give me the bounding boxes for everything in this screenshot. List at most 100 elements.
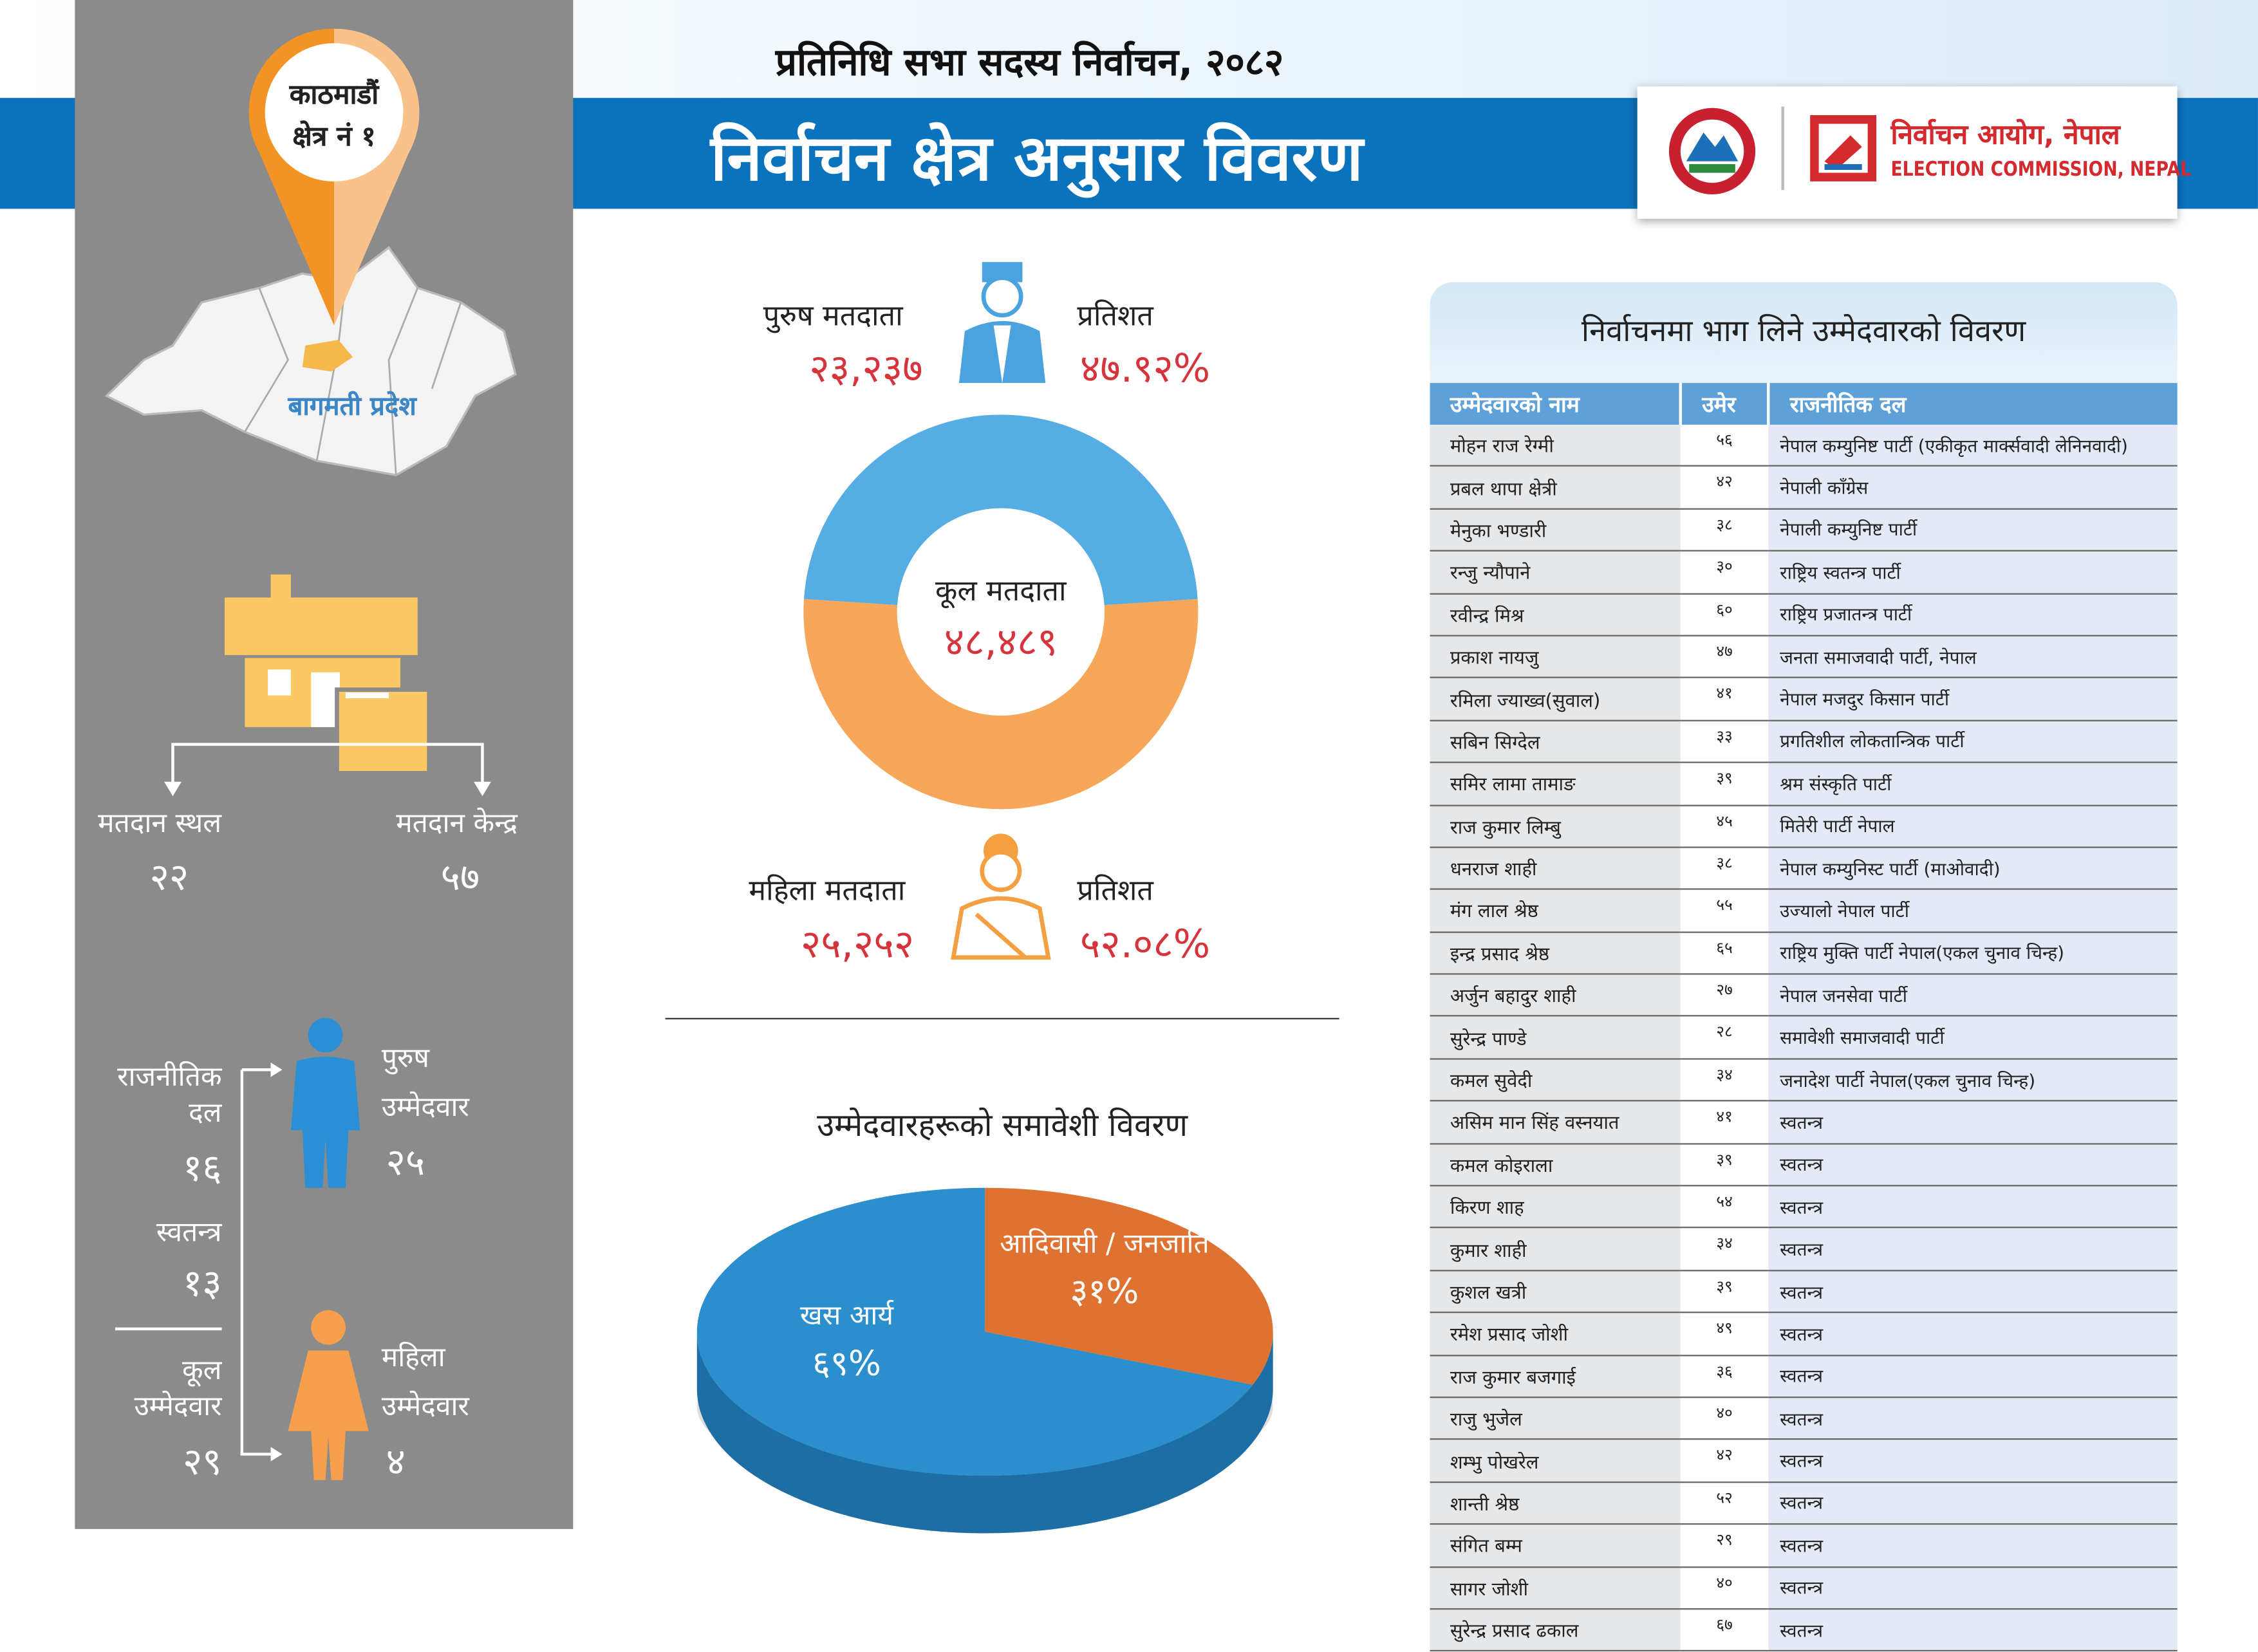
candidate-party: श्रम संस्कृति पार्टी	[1768, 762, 2178, 806]
female-candidate-label: महिला उम्मेदवार	[382, 1333, 469, 1432]
polling-place-label: मतदान स्थल	[98, 808, 222, 840]
candidate-party: जनादेश पार्टी नेपाल(एकल चुनाव चिन्ह)	[1768, 1059, 2178, 1102]
candidate-party: स्वतन्त्र	[1768, 1608, 2178, 1652]
table-row: संगित बम्म २९ स्वतन्त्र	[1430, 1524, 2178, 1568]
candidate-age: ४२	[1680, 1439, 1769, 1483]
candidate-age: ४०	[1680, 1397, 1769, 1441]
province-map	[104, 246, 517, 477]
candidate-name: मंग लाल श्रेष्ठ	[1430, 889, 1681, 933]
table-row: शान्ती श्रेष्ठ ५२ स्वतन्त्र	[1430, 1481, 2178, 1525]
page-title: निर्वाचन क्षेत्र अनुसार विवरण	[710, 122, 1363, 196]
candidate-name: रमिला ज्याख्व(सुवाल)	[1430, 678, 1681, 721]
candidate-age: ५५	[1680, 889, 1769, 933]
table-row: सागर जोशी ४० स्वतन्त्र	[1430, 1566, 2178, 1610]
candidate-name: शान्ती श्रेष्ठ	[1430, 1481, 1681, 1525]
candidate-age: ३८	[1680, 508, 1769, 552]
male-voter-value: २३,२३७	[809, 347, 923, 392]
table-row: किरण शाह ५४ स्वतन्त्र	[1430, 1185, 2178, 1229]
table-title: निर्वाचनमा भाग लिने उम्मेदवारको विवरण	[1581, 313, 2026, 349]
party-value: १६	[183, 1147, 222, 1191]
org-name-en: ELECTION COMMISSION, NEPAL	[1890, 158, 2192, 181]
table-row: मेनुका भण्डारी ३८ नेपाली कम्युनिष्ट पार्टी	[1430, 508, 2178, 552]
constituency-line2: क्षेत्र नं १	[292, 120, 376, 153]
candidate-party: नेपाल कम्युनिष्ट पार्टी (एकीकृत मार्क्सव…	[1768, 424, 2178, 467]
male-voter-slice	[804, 414, 1198, 606]
table-row: प्रबल थापा क्षेत्री ४२ नेपाली काँग्रेस	[1430, 466, 2178, 510]
candidate-party: स्वतन्त्र	[1768, 1524, 2178, 1568]
candidate-party: नेपाल मजदुर किसान पार्टी	[1768, 678, 2178, 721]
male-voter-icon	[958, 262, 1046, 384]
candidate-age: ४५	[1680, 804, 1769, 848]
candidate-party: समावेशी समाजवादी पार्टी	[1768, 1016, 2178, 1060]
candidate-party: स्वतन्त्र	[1768, 1185, 2178, 1229]
party-label-2: दल	[189, 1097, 222, 1129]
khas-arya-slice	[696, 1187, 1253, 1476]
candidate-name: इन्द्र प्रसाद श्रेष्ठ	[1430, 931, 1681, 975]
male-candidate-value: २५	[386, 1142, 425, 1185]
female-voter-icon	[951, 833, 1051, 960]
total-label-2: उम्मेदवार	[134, 1390, 222, 1422]
candidate-age: ३९	[1680, 1270, 1769, 1313]
table-row: प्रकाश नायजु ४७ जनता समाजवादी पार्टी, नेपा…	[1430, 635, 2178, 679]
election-commission-logo-icon	[1810, 115, 1877, 181]
candidate-party: स्वतन्त्र	[1768, 1228, 2178, 1272]
candidate-party: मितेरी पार्टी नेपाल	[1768, 804, 2178, 848]
candidate-name: सागर जोशी	[1430, 1566, 1681, 1610]
candidates-table: उम्मेदवारको नाम उमेर राजनीतिक दल मोहन रा…	[1430, 383, 2178, 1652]
male-pct-label: प्रतिशत	[1077, 298, 1153, 333]
donut-hole	[897, 508, 1105, 716]
candidate-name: कुशल खत्री	[1430, 1270, 1681, 1313]
candidate-party: स्वतन्त्र	[1768, 1100, 2178, 1144]
candidate-age: ३०	[1680, 551, 1769, 594]
table-row: राज कुमार बजगाई ३६ स्वतन्त्र	[1430, 1355, 2178, 1398]
polling-place-value: २२	[149, 857, 189, 900]
candidate-name: प्रबल थापा क्षेत्री	[1430, 466, 1681, 510]
bracket-arrows	[240, 1063, 283, 1462]
candidate-party: उज्यालो नेपाल पार्टी	[1768, 889, 2178, 933]
candidate-name: राजु भुजेल	[1430, 1397, 1681, 1441]
party-label-1: राजनीतिक	[117, 1061, 222, 1093]
candidate-age: ३४	[1680, 1228, 1769, 1272]
table-row: रमिला ज्याख्व(सुवाल) ४१ नेपाल मजदुर किसान …	[1430, 678, 2178, 721]
candidate-party: स्वतन्त्र	[1768, 1312, 2178, 1356]
candidate-name: धनराज शाही	[1430, 847, 1681, 891]
org-name-np: निर्वाचन आयोग, नेपाल	[1890, 119, 2120, 151]
candidate-party: स्वतन्त्र	[1768, 1355, 2178, 1398]
page-subtitle: प्रतिनिधि सभा सदस्य निर्वाचन, २०८२	[775, 41, 1284, 85]
candidate-name: कमल कोइराला	[1430, 1143, 1681, 1187]
candidate-name: राज कुमार बजगाई	[1430, 1355, 1681, 1398]
candidate-age: ६०	[1680, 593, 1769, 636]
independent-label: स्वतन्त्र	[156, 1216, 222, 1248]
logo-box: निर्वाचन आयोग, नेपाल ELECTION COMMISSION…	[1637, 86, 2191, 219]
male-candidate-label: पुरुष उम्मेदवार	[382, 1034, 469, 1132]
candidate-party: नेपाली कम्युनिष्ट पार्टी	[1768, 508, 2178, 552]
candidate-name: अर्जुन बहादुर शाही	[1430, 974, 1681, 1017]
female-voter-slice	[803, 599, 1199, 810]
female-candidate-value: ४	[386, 1441, 406, 1485]
candidate-party: नेपाल जनसेवा पार्टी	[1768, 974, 2178, 1017]
column-header-party: राजनीतिक दल	[1768, 383, 2178, 425]
candidate-age: ६७	[1680, 1608, 1769, 1652]
table-row: धनराज शाही ३८ नेपाल कम्युनिस्ट पार्टी (माओ…	[1430, 847, 2178, 891]
independent-value: १३	[183, 1263, 222, 1306]
section-divider	[665, 1017, 1339, 1019]
table-row: रवीन्द्र मिश्र ६० राष्ट्रिय प्रजातन्त्र पा…	[1430, 593, 2178, 636]
female-candidate-label-1: महिला	[381, 1342, 445, 1374]
constituency-name: काठमाडौं क्षेत्र नं १	[259, 75, 409, 157]
candidate-party: राष्ट्रिय स्वतन्त्र पार्टी	[1768, 551, 2178, 594]
candidate-name: प्रकाश नायजु	[1430, 635, 1681, 679]
table-row: कमल कोइराला ३९ स्वतन्त्र	[1430, 1143, 2178, 1187]
candidate-party: स्वतन्त्र	[1768, 1397, 2178, 1441]
table-row: असिम मान सिंह वस्नयात ४१ स्वतन्त्र	[1430, 1100, 2178, 1144]
table-row: कुशल खत्री ३९ स्वतन्त्र	[1430, 1270, 2178, 1313]
column-header-age: उमेर	[1680, 383, 1770, 425]
nepal-emblem-icon	[1668, 107, 1756, 195]
candidate-name: सुरेन्द्र प्रसाद ढकाल	[1430, 1608, 1681, 1652]
female-pct-label: प्रतिशत	[1077, 872, 1153, 907]
candidate-name: मेनुका भण्डारी	[1430, 508, 1681, 552]
polling-house-icon	[225, 574, 432, 775]
female-voter-label: महिला मतदाता	[749, 872, 906, 907]
janajati-label: आदिवासी / जनजाति ३१%	[982, 1224, 1227, 1317]
candidate-name: समिर लामा तामाङ	[1430, 762, 1681, 806]
